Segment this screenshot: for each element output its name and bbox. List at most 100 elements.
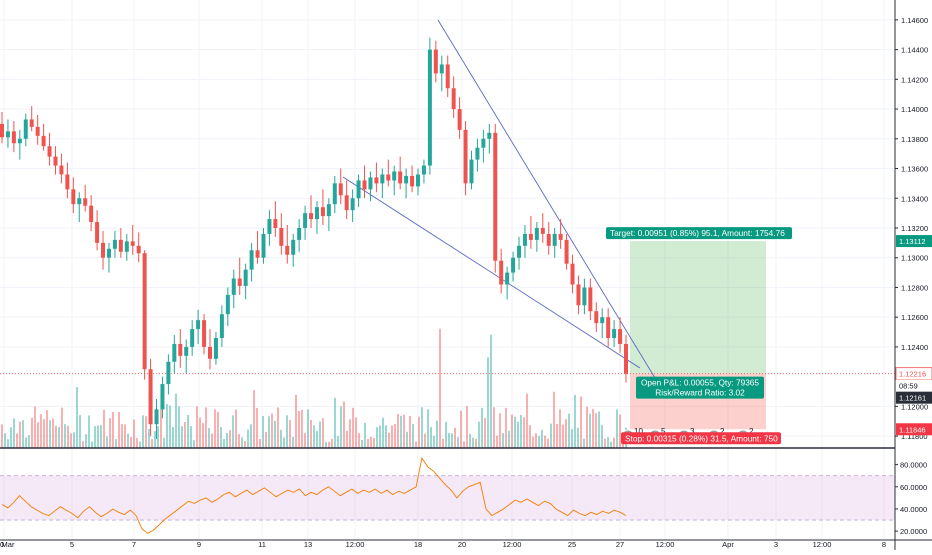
price-tick-label: 1.11800	[901, 432, 928, 441]
candle-body	[261, 233, 266, 258]
volume-bar	[103, 409, 105, 448]
price-tick-label: 1.12400	[901, 343, 928, 352]
rsi-indicator	[0, 447, 895, 534]
volume-bar	[565, 419, 567, 448]
price-tick-label: 1.13600	[901, 165, 928, 174]
candle-body	[469, 159, 474, 184]
event-count: 5	[661, 427, 666, 436]
stop-price-badge: 1.11846	[899, 425, 926, 434]
volume-bar	[184, 422, 186, 448]
candle-body	[350, 198, 355, 211]
candle-body	[237, 278, 242, 286]
volume-bar	[82, 441, 84, 448]
volume-bar	[169, 405, 171, 448]
volume-bar	[244, 440, 246, 448]
volume-bar	[127, 433, 129, 448]
volume-bar	[1, 424, 3, 448]
volume-bar	[214, 409, 216, 448]
candle-body	[35, 126, 40, 136]
volume-bar	[106, 436, 108, 448]
candle-body	[208, 346, 212, 359]
volume-bar	[76, 387, 78, 448]
volume-bar	[256, 407, 258, 448]
volume-bar	[358, 433, 360, 448]
volume-bar	[154, 431, 156, 448]
volume-bar	[193, 440, 195, 448]
volume-bar	[97, 425, 99, 448]
volume-bar	[247, 429, 249, 448]
pnl-label-bg	[636, 376, 764, 399]
candle-body	[77, 198, 82, 205]
volume-bar	[94, 426, 96, 448]
volume-bar	[589, 413, 591, 448]
candle-body	[142, 253, 147, 370]
candle-body	[421, 165, 426, 175]
candle-body	[130, 241, 135, 246]
volume-bar	[583, 438, 585, 448]
volume-bar	[136, 438, 138, 448]
candle-body	[445, 64, 450, 89]
volume-bar	[25, 437, 27, 448]
position-labels: Target: 0.00951 (0.85%) 95.1, Amount: 17…	[606, 227, 792, 445]
volume-bar	[139, 441, 141, 448]
volume-bar	[472, 437, 474, 448]
candle-body	[243, 269, 248, 286]
volume-bar	[250, 424, 252, 448]
candle-body	[594, 311, 599, 324]
candle-body	[362, 180, 367, 190]
candle-body	[624, 343, 628, 374]
volume-bar	[499, 413, 501, 448]
time-tick-label: 12:00	[346, 540, 365, 549]
candle-body	[326, 204, 331, 217]
candle-body	[386, 174, 391, 181]
candle-body	[29, 119, 34, 127]
volume-bar	[385, 425, 387, 448]
volume-bar	[79, 415, 81, 448]
volume-bar	[508, 430, 510, 448]
volume-bar	[163, 437, 165, 448]
long-position-tool	[0, 241, 895, 430]
grid	[0, 0, 895, 540]
volume-bar	[562, 424, 564, 448]
candle-body	[231, 278, 236, 295]
volume-bar	[61, 407, 63, 448]
volume-bar	[130, 437, 132, 448]
volume-bar	[223, 438, 225, 448]
candle-body	[202, 320, 207, 347]
candle-body	[314, 207, 319, 220]
volume-bar	[352, 407, 354, 448]
candle-body	[297, 227, 302, 240]
candle-body	[487, 132, 492, 139]
volume-bar	[541, 429, 543, 448]
candle-body	[606, 317, 611, 338]
candle-body	[59, 165, 64, 175]
volume-bar	[373, 437, 375, 448]
volume-bar	[394, 424, 396, 448]
candle-body	[457, 109, 462, 130]
time-tick-label: 3	[774, 540, 778, 549]
candle-body	[356, 180, 361, 199]
volume-bar	[64, 424, 66, 448]
volume-bar	[34, 406, 36, 448]
candle-body	[404, 175, 409, 184]
volume-bar	[235, 409, 237, 448]
volume-bar	[397, 413, 399, 448]
rsi-tick-label: 80.0000	[900, 461, 927, 470]
volume-bar	[331, 438, 333, 448]
volume-bar	[73, 432, 75, 448]
time-tick-label: 25	[568, 540, 576, 549]
volume-bar	[238, 433, 240, 448]
volume-bar	[202, 423, 204, 448]
pnl-label: Open P&L: 0.00055, Qty: 79365	[641, 378, 759, 388]
time-tick-label: 9	[197, 540, 201, 549]
candle-body	[552, 233, 557, 246]
volume-bar	[166, 404, 168, 448]
volume-bar	[37, 422, 39, 448]
volume-bar	[433, 435, 435, 448]
time-tick-label: Mar	[2, 540, 15, 549]
volume-bar	[325, 441, 327, 448]
upper-trendline	[437, 19, 659, 384]
candle-body	[89, 205, 94, 223]
candle-body	[475, 147, 480, 160]
